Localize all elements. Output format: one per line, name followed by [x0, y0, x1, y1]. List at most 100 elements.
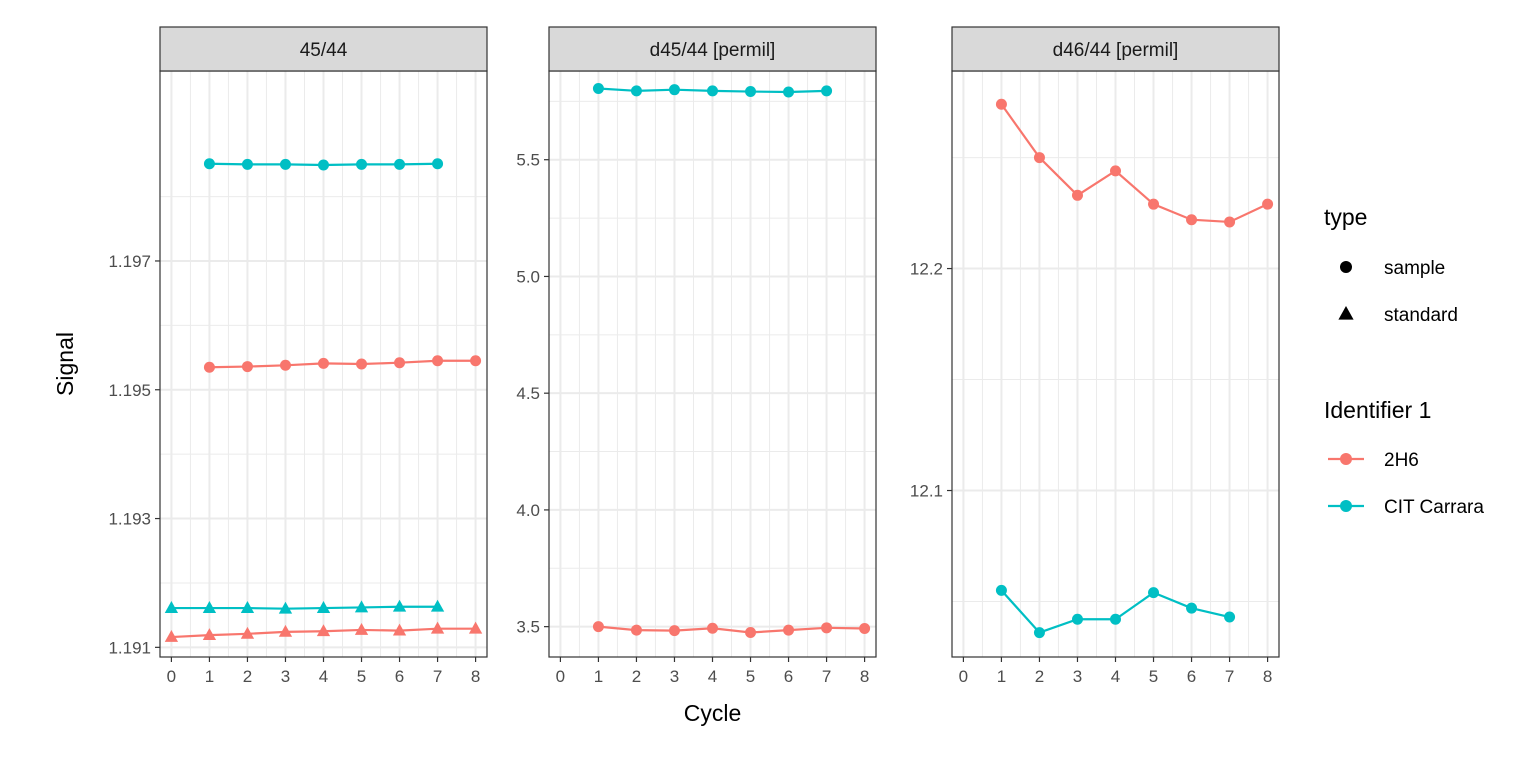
x-tick-label: 6 — [1187, 667, 1196, 686]
data-point-sample — [470, 355, 482, 367]
facet-strip-label: d46/44 [permil] — [1053, 40, 1179, 61]
series-line-2h6-sample — [209, 359, 476, 369]
legends: type sample standard Identifier 1 2H6 CIT Car… — [1324, 204, 1484, 518]
data-point-standard — [278, 601, 293, 614]
data-point-sample — [783, 86, 795, 98]
y-tick-label: 4.5 — [516, 384, 540, 403]
data-point-standard — [468, 621, 483, 634]
data-point-sample — [279, 158, 291, 170]
x-tick-label: 6 — [395, 667, 404, 686]
data-point-standard — [430, 621, 445, 634]
data-point-sample — [630, 85, 642, 97]
series-line-2h6-sample — [598, 625, 865, 634]
data-point-sample — [995, 584, 1007, 596]
legend-title-identifier: Identifier 1 — [1324, 397, 1431, 423]
facet-strip-label: 45/44 — [300, 40, 348, 61]
data-point-sample — [745, 86, 757, 98]
y-tick-label: 1.197 — [108, 252, 151, 271]
x-tick-label: 1 — [205, 667, 214, 686]
x-tick-label: 3 — [670, 667, 679, 686]
facet-strip — [548, 26, 877, 72]
panel-2: d45/44 [permil] 3.5 4.0 4.5 5.0 5.5 0 1 2 3 4 5 6 7 8 — [516, 26, 877, 686]
x-tick-label: 0 — [959, 667, 968, 686]
x-tick-label: 8 — [1263, 667, 1272, 686]
data-point-sample — [1033, 627, 1045, 639]
y-tick-label: 5.5 — [516, 151, 540, 170]
legend-label-identifier: 2H6 — [1384, 450, 1419, 471]
data-point-sample — [318, 159, 329, 171]
series-line-cit-carrara-standard — [171, 605, 438, 610]
x-tick-label: 7 — [433, 667, 442, 686]
legend-label-standard: standard — [1384, 305, 1458, 326]
legend-key-circle — [1340, 261, 1352, 273]
x-tick-label: 4 — [708, 667, 717, 686]
data-point-sample — [432, 158, 444, 170]
data-point-sample — [707, 622, 718, 634]
x-tick-label: 3 — [1073, 667, 1082, 686]
x-tick-label: 7 — [822, 667, 831, 686]
data-point-standard — [316, 624, 331, 637]
legend-title-type: type — [1324, 204, 1367, 230]
data-point-standard — [316, 601, 331, 613]
data-point-standard — [164, 601, 179, 613]
x-tick-label: 5 — [746, 667, 755, 686]
data-point-sample — [592, 83, 604, 95]
data-point-sample — [318, 357, 329, 369]
facet-strip — [951, 26, 1280, 72]
data-point-standard — [202, 601, 217, 613]
data-point-sample — [1110, 613, 1121, 625]
data-point-sample — [745, 626, 757, 638]
data-point-standard — [430, 599, 445, 612]
data-point-sample — [821, 622, 833, 634]
data-point-sample — [279, 359, 291, 371]
data-point-standard — [240, 601, 255, 613]
data-point-sample — [859, 623, 871, 635]
panel-1: 45/44 1.191 1.193 1.195 1.197 0 1 2 3 4 5 6 7 8 — [108, 26, 488, 686]
x-tick-label: 8 — [471, 667, 480, 686]
facet-strip-label: d45/44 [permil] — [650, 40, 776, 61]
x-tick-label: 4 — [319, 667, 328, 686]
x-tick-label: 6 — [784, 667, 793, 686]
y-tick-label: 1.195 — [108, 381, 151, 400]
panel-3: d46/44 [permil] 12.1 12.2 0 1 2 3 4 5 6 7 8 — [910, 26, 1280, 686]
data-point-standard — [354, 600, 369, 613]
data-point-sample — [1224, 611, 1236, 623]
data-point-sample — [1071, 613, 1083, 625]
data-point-sample — [707, 85, 718, 97]
x-tick-label: 2 — [1035, 667, 1044, 686]
data-point-sample — [668, 625, 680, 637]
data-point-sample — [630, 624, 642, 636]
x-tick-label: 4 — [1111, 667, 1120, 686]
data-point-sample — [995, 98, 1007, 110]
data-point-standard — [278, 624, 293, 637]
y-tick-label: 1.191 — [108, 638, 151, 657]
data-point-standard — [392, 623, 407, 636]
data-point-sample — [203, 158, 215, 170]
data-point-sample — [821, 85, 833, 97]
x-tick-label: 5 — [357, 667, 366, 686]
facet-strip — [159, 26, 488, 72]
y-axis-title: Signal — [52, 332, 78, 396]
data-point-sample — [394, 158, 406, 170]
data-point-sample — [241, 361, 253, 373]
x-tick-label: 2 — [243, 667, 252, 686]
data-point-sample — [1110, 165, 1121, 177]
data-point-sample — [203, 361, 215, 373]
x-tick-label: 7 — [1225, 667, 1234, 686]
data-point-sample — [1033, 152, 1045, 164]
data-point-sample — [394, 357, 406, 369]
data-point-standard — [164, 630, 179, 642]
data-point-sample — [592, 621, 604, 633]
data-point-sample — [1186, 214, 1198, 226]
data-point-sample — [1148, 587, 1160, 599]
x-tick-label: 0 — [167, 667, 176, 686]
data-point-standard — [354, 622, 369, 635]
x-tick-label: 3 — [281, 667, 290, 686]
data-point-sample — [1262, 198, 1274, 210]
x-tick-label: 2 — [632, 667, 641, 686]
y-tick-label: 5.0 — [516, 267, 540, 286]
data-point-sample — [1186, 602, 1198, 614]
x-tick-label: 8 — [860, 667, 869, 686]
legend-key-point — [1340, 500, 1352, 512]
